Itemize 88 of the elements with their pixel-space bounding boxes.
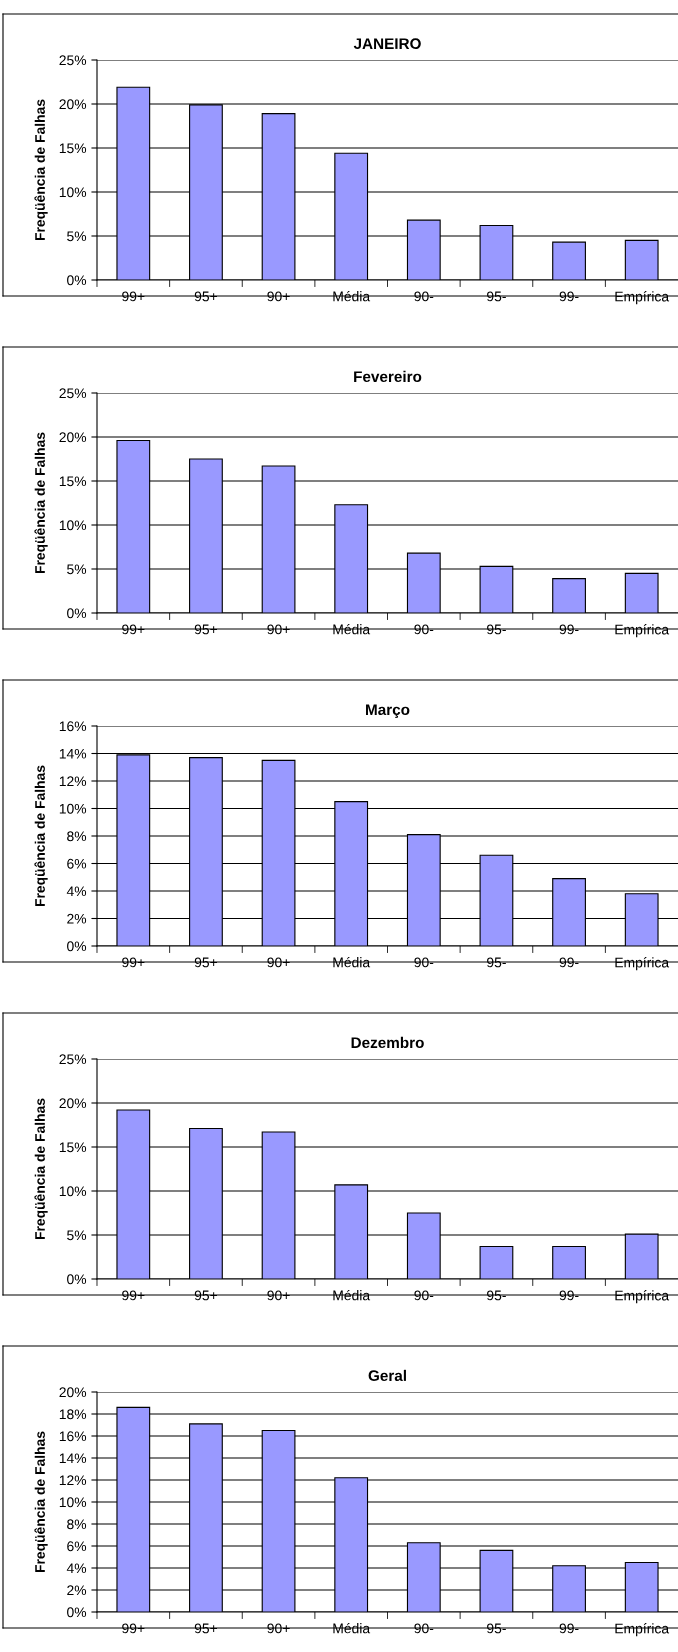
y-tick-label: 0%: [67, 608, 87, 619]
chart-title: Março: [366, 704, 410, 719]
x-tick-label: 95+: [194, 1623, 218, 1634]
x-tick-label: Média: [333, 1622, 371, 1634]
x-tick-label: 99+: [122, 1623, 145, 1634]
x-tick-label: 90-: [414, 1290, 434, 1301]
y-tick-label: 0%: [67, 1274, 87, 1285]
y-axis-title: Freqüência de Falhas: [34, 765, 48, 907]
y-tick-label: 20%: [59, 1387, 87, 1398]
x-tick-label: 99-: [559, 1290, 579, 1301]
x-tick-label: Média: [333, 956, 371, 968]
x-tick-label: 95-: [487, 1623, 506, 1634]
y-tick-label: 16%: [59, 1431, 87, 1442]
x-tick-label: 90-: [414, 291, 434, 302]
y-tick-label: 18%: [59, 1409, 87, 1420]
x-tick-label: 99+: [122, 957, 145, 968]
y-tick-label: 0%: [67, 941, 87, 952]
x-tick-label: 95+: [194, 957, 218, 968]
y-tick-label: 5%: [67, 1230, 87, 1241]
x-tick-label: 99-: [559, 957, 579, 968]
x-tick-label: 99+: [122, 624, 145, 635]
y-axis-title: Freqüência de Falhas: [34, 1098, 48, 1240]
x-tick-label: Empírica: [615, 957, 670, 971]
x-tick-label: Empírica: [615, 1623, 670, 1637]
y-tick-label: 2%: [67, 1585, 87, 1596]
y-tick-label: 10%: [59, 803, 87, 814]
x-tick-label: 99-: [559, 1623, 579, 1634]
y-tick-label: 0%: [67, 275, 87, 286]
y-tick-label: 4%: [66, 886, 87, 897]
y-tick-label: 15%: [59, 476, 87, 487]
y-tick-label: 12%: [59, 1475, 87, 1486]
y-tick-label: 6%: [67, 858, 87, 869]
y-tick-label: 6%: [67, 1541, 87, 1552]
chart-title: Dezembro: [351, 1036, 424, 1049]
x-tick-label: 99-: [559, 291, 579, 302]
y-tick-label: 16%: [59, 721, 87, 732]
y-tick-label: 25%: [59, 55, 87, 66]
x-tick-label: Empírica: [615, 624, 670, 638]
x-tick-label: 95-: [487, 957, 506, 968]
x-tick-label: 90-: [414, 624, 434, 635]
y-tick-label: 14%: [59, 748, 87, 759]
y-tick-label: 14%: [59, 1453, 87, 1464]
y-tick-label: 8%: [67, 1519, 87, 1530]
y-tick-label: 8%: [67, 831, 87, 842]
y-axis-title: Freqüência de Falhas: [34, 432, 48, 574]
x-tick-label: 95+: [194, 291, 218, 302]
x-tick-label: Média: [333, 290, 371, 302]
x-tick-label: 99+: [122, 291, 145, 302]
x-tick-label: 90+: [267, 957, 290, 968]
y-tick-label: 20%: [59, 432, 87, 443]
y-tick-label: 25%: [59, 388, 87, 399]
y-tick-label: 12%: [59, 776, 87, 787]
x-tick-label: 95-: [487, 624, 506, 635]
y-axis-title: Freqüência de Falhas: [34, 1431, 48, 1573]
x-tick-label: 95-: [487, 291, 506, 302]
chart-title: JANEIRO: [353, 38, 421, 50]
y-tick-label: 2%: [67, 913, 87, 924]
chart-title: Fevereiro: [354, 370, 422, 383]
x-tick-label: 95-: [487, 1290, 506, 1301]
y-tick-label: 5%: [67, 231, 87, 242]
x-tick-label: 95+: [194, 1290, 218, 1301]
x-tick-label: 90-: [414, 957, 434, 968]
x-tick-label: 99-: [559, 624, 579, 635]
x-tick-label: 90+: [267, 291, 290, 302]
y-tick-label: 25%: [59, 1054, 87, 1065]
x-tick-label: 90+: [267, 624, 290, 635]
y-axis-title: Freqüência de Falhas: [34, 99, 48, 241]
x-tick-label: 90+: [267, 1623, 290, 1634]
chart-title: Geral: [368, 1369, 406, 1382]
y-tick-label: 15%: [59, 143, 87, 154]
y-tick-label: 4%: [66, 1563, 87, 1574]
x-tick-label: 90+: [267, 1290, 290, 1301]
y-tick-label: 20%: [59, 99, 87, 110]
x-tick-label: 90-: [414, 1623, 434, 1634]
y-tick-label: 20%: [59, 1098, 87, 1109]
y-tick-label: 0%: [67, 1607, 87, 1618]
y-tick-label: 10%: [59, 1497, 87, 1508]
y-tick-label: 5%: [67, 564, 87, 575]
y-tick-label: 10%: [59, 1186, 87, 1197]
x-tick-label: Média: [333, 623, 371, 635]
x-tick-label: 99+: [122, 1290, 145, 1301]
x-tick-label: Média: [333, 1289, 371, 1301]
x-tick-label: Empírica: [615, 291, 670, 305]
x-tick-label: Empírica: [615, 1290, 670, 1304]
y-tick-label: 10%: [59, 187, 87, 198]
y-tick-label: 15%: [59, 1142, 87, 1153]
x-tick-label: 95+: [194, 624, 218, 635]
y-tick-label: 10%: [59, 520, 87, 531]
